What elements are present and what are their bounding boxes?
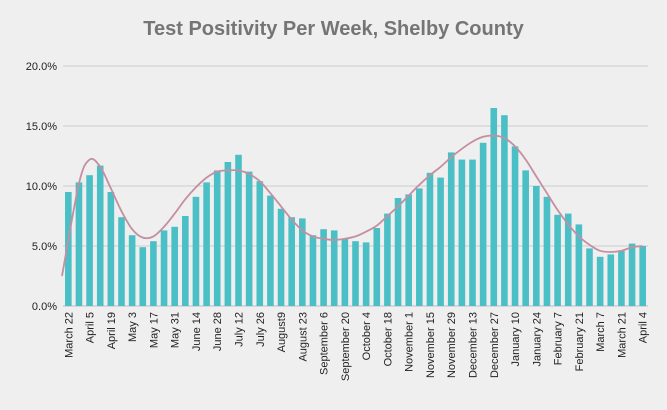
x-tick-label: December 27 [489, 312, 501, 378]
bar [192, 196, 200, 306]
bar [501, 115, 508, 306]
bar [277, 208, 285, 306]
x-tick-label: April 5 [85, 312, 97, 343]
x-axis-ticks: March 22 April 5 April 19 May 3 May 17 May 31… [63, 312, 649, 381]
x-tick-label: December 13 [468, 312, 480, 378]
bar [416, 188, 423, 306]
bar [628, 243, 636, 306]
bar [511, 146, 519, 306]
x-tick-label: July 12 [234, 312, 246, 347]
bar [447, 152, 455, 306]
x-tick-label: June 28 [212, 312, 224, 351]
bar [384, 213, 391, 306]
x-tick-label: April 19 [106, 312, 118, 349]
trend-line [61, 134, 643, 277]
y-tick-label: 15.0% [26, 121, 57, 133]
bar [469, 159, 476, 306]
bar [596, 256, 604, 306]
trend-series [61, 134, 643, 277]
bar [362, 242, 370, 306]
x-tick-label: January 10 [510, 312, 522, 366]
x-tick-label: February 7 [553, 312, 565, 365]
bar [75, 182, 83, 306]
bar [373, 228, 381, 306]
bar [224, 162, 232, 306]
bar [235, 154, 242, 306]
x-tick-label: January 24 [531, 312, 543, 366]
bar [86, 175, 93, 306]
bar-series [65, 108, 646, 306]
x-tick-label: November 29 [446, 312, 458, 378]
x-tick-label: February 21 [574, 312, 586, 371]
bar [554, 214, 561, 306]
bar [65, 192, 72, 306]
bar [586, 248, 593, 306]
bar [150, 241, 157, 306]
bar [171, 226, 178, 306]
chart-title: Test Positivity Per Week, Shelby County [143, 18, 524, 40]
x-tick-label: May 3 [127, 312, 139, 342]
bar [437, 177, 444, 306]
bar [309, 235, 317, 306]
bar [288, 217, 295, 306]
y-tick-label: 10.0% [26, 181, 57, 193]
bar [607, 254, 615, 306]
bar [575, 224, 583, 306]
bar [352, 241, 359, 306]
bar [458, 159, 466, 306]
bar [182, 216, 189, 306]
bar [405, 194, 412, 306]
y-tick-label: 0.0% [32, 301, 57, 313]
bar [330, 230, 338, 306]
bar [543, 196, 551, 306]
x-tick-label: October 4 [361, 312, 373, 360]
x-tick-label: April 4 [638, 312, 650, 343]
x-tick-label: August 23 [297, 312, 309, 362]
x-tick-label: August9 [276, 312, 288, 352]
x-tick-label: November 15 [425, 312, 437, 378]
bar [128, 235, 136, 306]
bar [160, 230, 168, 306]
bar [256, 181, 264, 306]
bar [564, 213, 572, 306]
x-tick-label: March 22 [63, 312, 75, 358]
bar [118, 217, 125, 306]
x-tick-label: June 14 [191, 312, 203, 351]
bar [639, 246, 646, 306]
bar [426, 172, 434, 306]
x-tick-label: March 7 [595, 312, 607, 352]
bar [139, 247, 147, 306]
x-tick-label: July 26 [255, 312, 267, 347]
y-tick-label: 5.0% [32, 241, 57, 253]
bar [96, 165, 104, 306]
bar [320, 229, 327, 306]
y-axis-ticks: 0.0% 5.0% 10.0% 15.0% 20.0% [26, 61, 57, 313]
bar [203, 182, 210, 306]
x-tick-label: May 31 [170, 312, 182, 348]
bar [299, 218, 306, 306]
x-tick-label: May 17 [148, 312, 160, 348]
bar [533, 186, 540, 306]
bar [267, 195, 274, 306]
x-tick-label: September 6 [319, 312, 331, 375]
bar [394, 198, 402, 306]
x-tick-label: March 21 [616, 312, 628, 358]
x-tick-label: October 18 [382, 312, 394, 366]
bar [522, 170, 529, 306]
bar [107, 192, 115, 306]
y-tick-label: 20.0% [26, 61, 57, 73]
bar [479, 142, 487, 306]
bar [341, 238, 349, 306]
x-tick-label: November 1 [404, 312, 416, 372]
bar [490, 108, 498, 306]
bar [618, 250, 625, 306]
bar [213, 170, 221, 306]
x-tick-label: September 20 [340, 312, 352, 381]
bar [245, 171, 253, 306]
